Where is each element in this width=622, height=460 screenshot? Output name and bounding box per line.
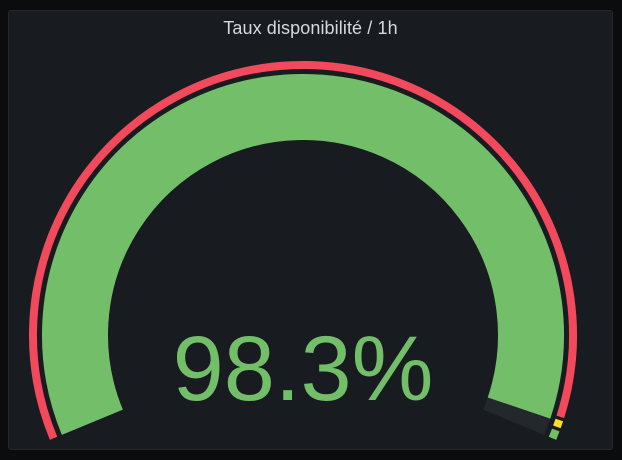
threshold-segment [29,61,577,440]
threshold-segment [553,418,564,429]
threshold-segment [548,428,560,440]
panel-header[interactable]: Taux disponibilité / 1h [9,11,612,45]
gauge-svg: 98.3% [29,61,577,440]
gauge-value-arc [42,74,564,435]
threshold-ring [29,61,577,440]
panel-title[interactable]: Taux disponibilité / 1h [223,17,398,38]
gauge-value-text: 98.3% [173,318,434,420]
